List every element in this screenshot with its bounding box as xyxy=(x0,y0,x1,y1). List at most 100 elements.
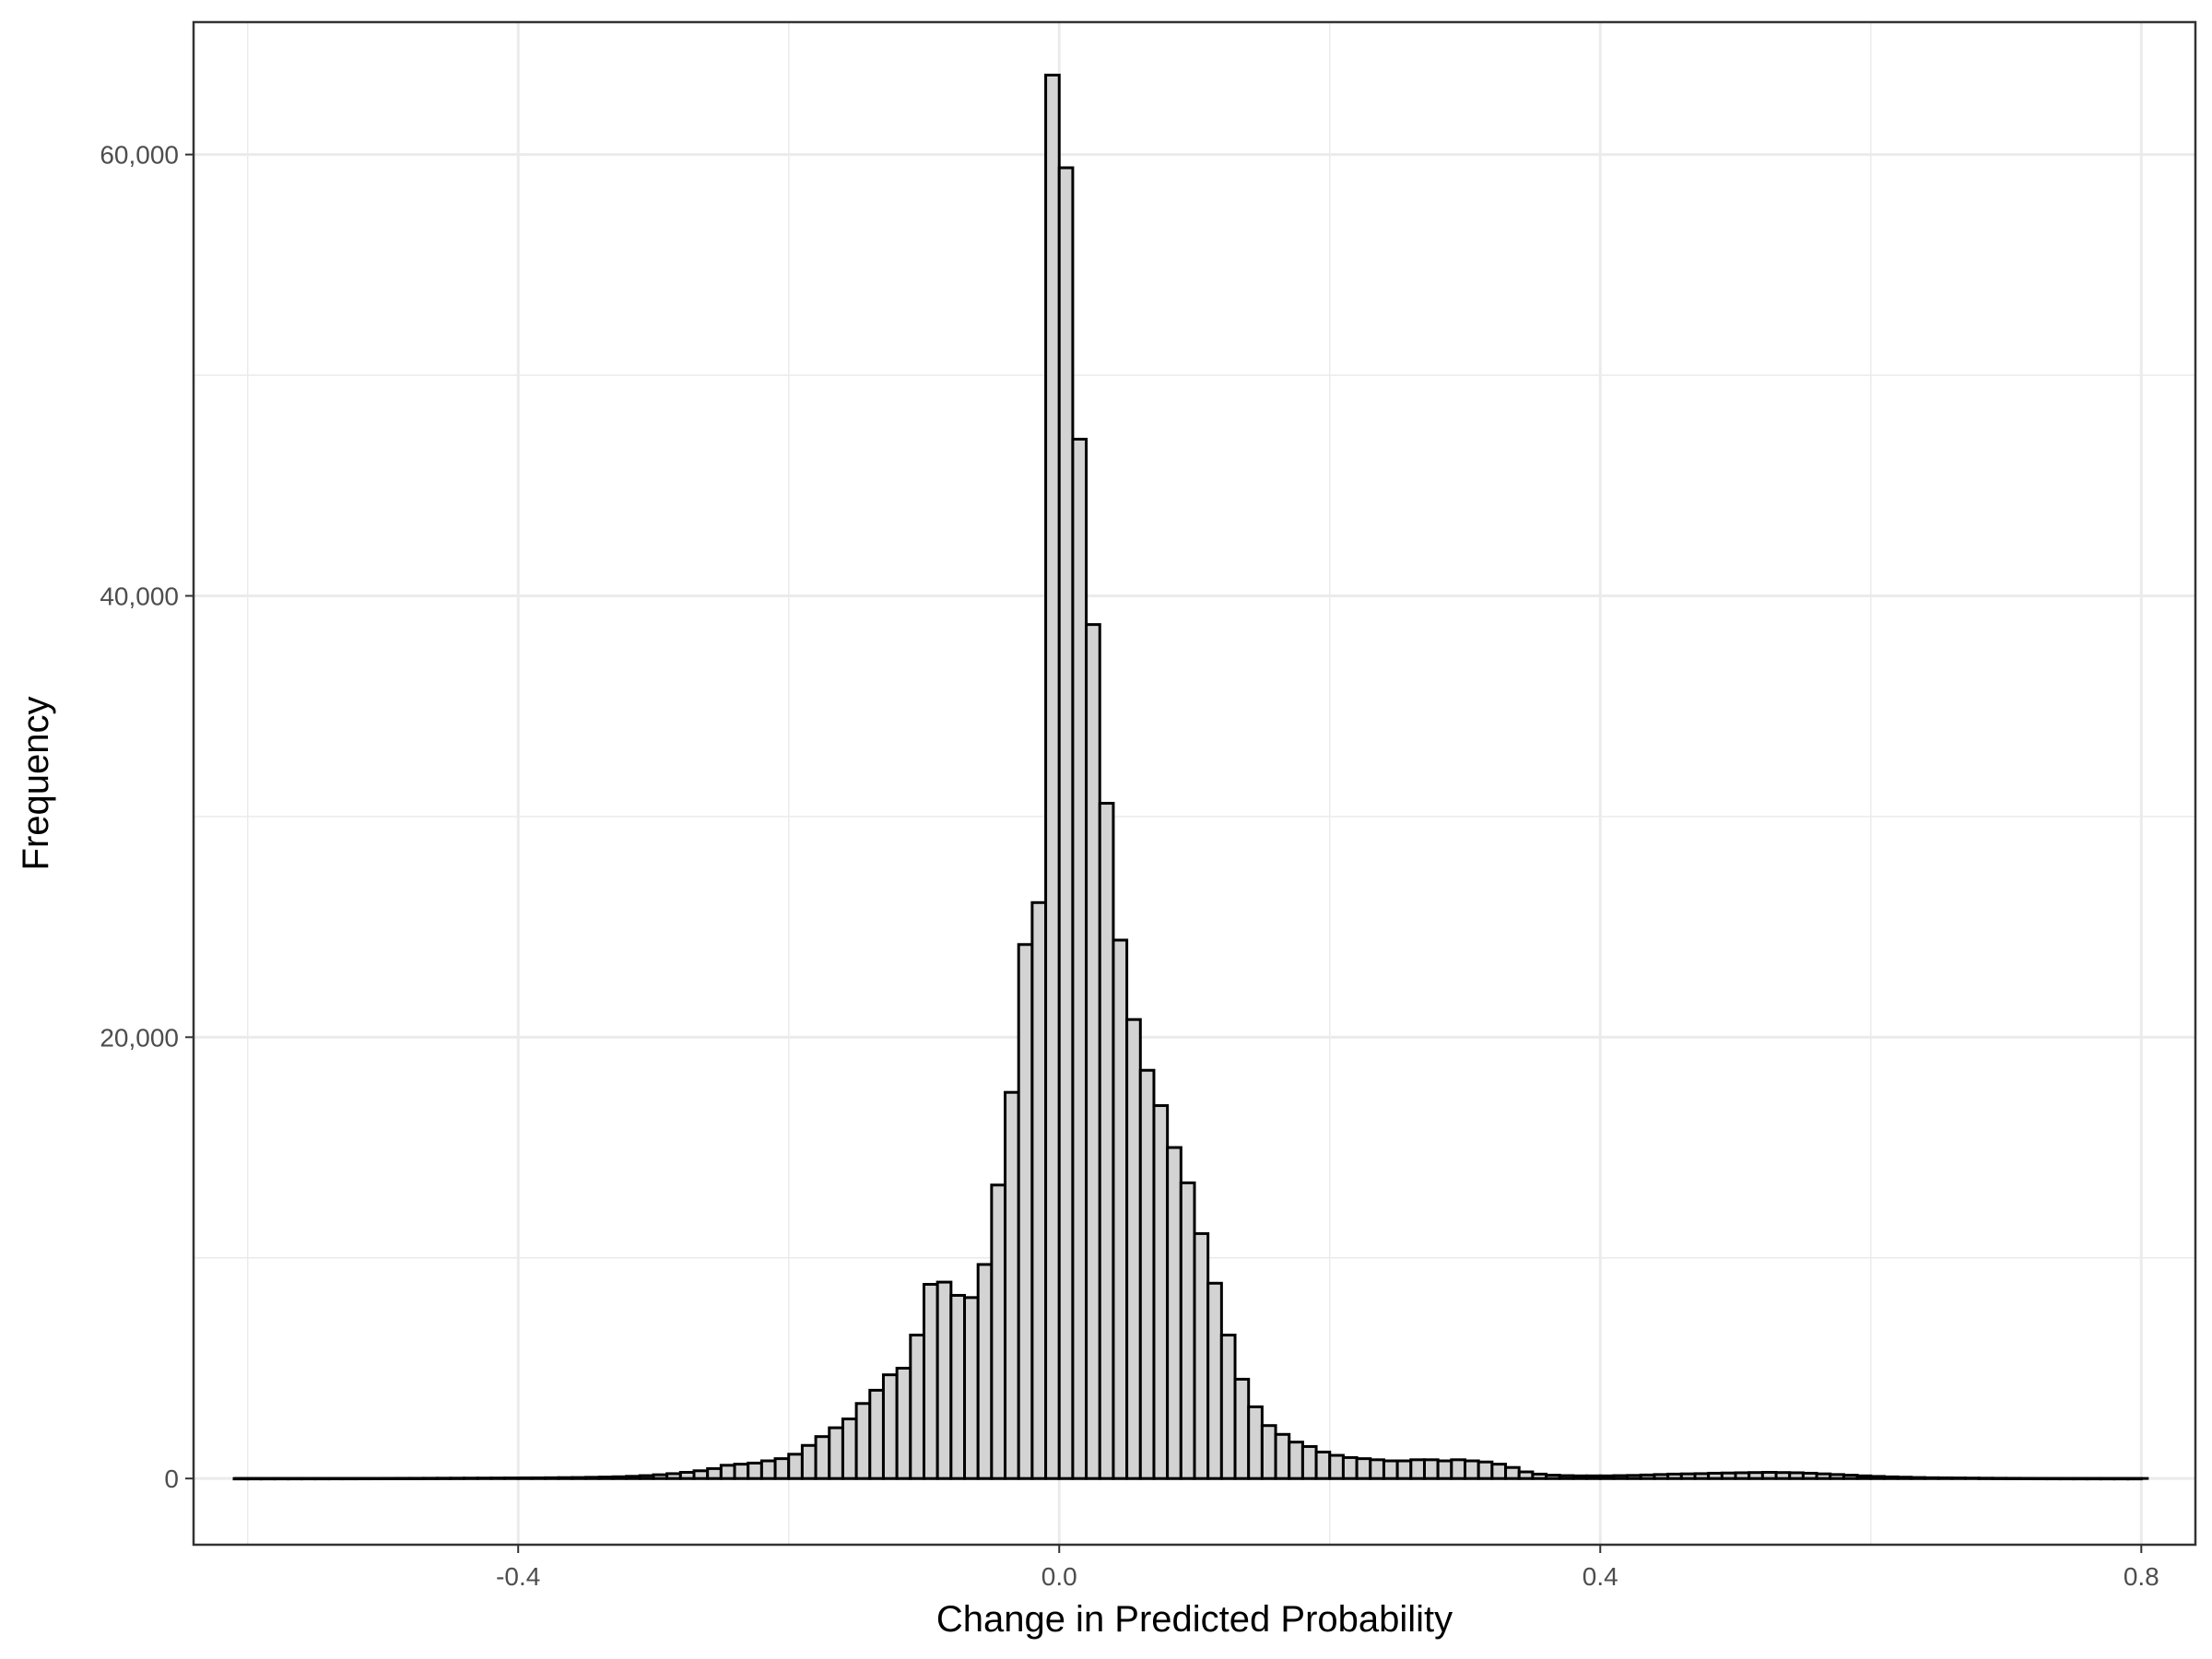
histogram-bar xyxy=(828,1426,844,1480)
histogram-bar xyxy=(2018,1477,2035,1480)
histogram-bar xyxy=(544,1476,560,1480)
histogram-bar xyxy=(1545,1474,1561,1480)
x-axis-tick-labels: -0.4 0.0 0.4 0.8 xyxy=(496,1562,2159,1591)
histogram-bar xyxy=(1004,1090,1020,1480)
histogram-bar xyxy=(2112,1477,2130,1481)
histogram-bar xyxy=(868,1388,885,1480)
histogram-bar xyxy=(2045,1477,2062,1481)
histogram-bar xyxy=(1274,1432,1291,1480)
x-tick-label: 0.4 xyxy=(1583,1562,1618,1591)
histogram-bar xyxy=(1193,1231,1210,1480)
histogram-bar xyxy=(1504,1465,1521,1480)
histogram-bar xyxy=(597,1476,615,1480)
histogram-bar xyxy=(259,1477,276,1481)
axis-ticks xyxy=(185,153,2143,1553)
histogram-bar xyxy=(976,1263,994,1480)
histogram-bar xyxy=(435,1477,453,1480)
histogram-bar xyxy=(1639,1473,1656,1480)
histogram-bar xyxy=(530,1476,547,1480)
histogram-bar xyxy=(1125,1018,1142,1480)
histogram-bar xyxy=(327,1477,344,1481)
x-axis-title: Change in Predicted Probability xyxy=(936,1599,1453,1640)
histogram-bar xyxy=(2086,1477,2102,1481)
histogram-bar xyxy=(1138,1068,1156,1480)
histogram-bar xyxy=(584,1476,601,1480)
histogram-bar xyxy=(232,1477,250,1481)
histogram-bar xyxy=(692,1469,710,1480)
histogram-bar xyxy=(1341,1455,1359,1480)
histogram-bar xyxy=(1179,1181,1196,1480)
histogram-bar xyxy=(1517,1470,1535,1480)
histogram-bar xyxy=(1382,1459,1399,1480)
histogram-bar xyxy=(1166,1146,1182,1480)
histogram-bar xyxy=(1314,1450,1332,1480)
histogram-bar xyxy=(1044,73,1061,1480)
histogram-bar xyxy=(678,1470,696,1480)
y-tick-label: 20,000 xyxy=(100,1023,179,1052)
histogram-bar xyxy=(449,1477,466,1480)
histogram-bar xyxy=(935,1280,953,1480)
histogram-bar xyxy=(354,1477,371,1481)
histogram-bar xyxy=(1936,1476,1954,1480)
histogram-bar xyxy=(1098,802,1115,1480)
histogram-bar xyxy=(1747,1471,1764,1480)
histogram-bar xyxy=(489,1477,507,1480)
histogram-bar xyxy=(1030,900,1048,1480)
histogram-bar xyxy=(1977,1477,1994,1480)
histogram-bar xyxy=(1477,1460,1494,1480)
histogram-bar xyxy=(1869,1475,1886,1480)
histogram-bar xyxy=(1896,1476,1913,1480)
histogram-bar xyxy=(625,1475,641,1480)
histogram-bar xyxy=(1653,1473,1670,1480)
histogram-bar xyxy=(990,1183,1007,1480)
histogram-bar xyxy=(759,1459,777,1480)
histogram-bar xyxy=(1774,1471,1792,1480)
histogram-bar xyxy=(611,1475,629,1480)
y-tick-label: 60,000 xyxy=(100,141,179,170)
histogram-bar xyxy=(1760,1470,1778,1480)
histogram-bar xyxy=(733,1463,750,1480)
histogram-bar xyxy=(841,1418,858,1480)
histogram-bar xyxy=(1720,1471,1737,1480)
histogram-bar xyxy=(787,1453,804,1480)
histogram-bar xyxy=(1855,1474,1873,1480)
histogram-bar xyxy=(909,1334,925,1480)
histogram-bar xyxy=(408,1477,425,1480)
histogram-bar xyxy=(1288,1441,1304,1480)
histogram-bar xyxy=(1422,1458,1440,1480)
histogram-bar xyxy=(1626,1474,1642,1480)
histogram-bar xyxy=(1964,1477,1981,1480)
histogram-bar xyxy=(1233,1377,1251,1480)
histogram-bar xyxy=(1450,1458,1467,1480)
histogram-bar xyxy=(2126,1477,2143,1481)
plot-panel-border xyxy=(192,20,2197,1547)
histogram-bar xyxy=(1910,1476,1926,1480)
histogram-bar xyxy=(895,1366,912,1480)
y-axis-tick-labels: 0 20,000 40,000 60,000 xyxy=(100,141,179,1494)
histogram-bar xyxy=(1355,1457,1372,1480)
histogram-bar xyxy=(706,1466,723,1480)
histogram-bar xyxy=(719,1464,736,1480)
histogram-bar xyxy=(1950,1477,1968,1480)
histogram-bar xyxy=(313,1477,331,1481)
histogram-bar xyxy=(1923,1476,1940,1480)
histogram-bar xyxy=(1247,1405,1264,1480)
histogram-bar xyxy=(1206,1281,1223,1480)
histogram-bar xyxy=(1815,1472,1832,1480)
histogram-bar xyxy=(2072,1477,2089,1481)
histogram-bar xyxy=(2058,1477,2076,1481)
histogram-bar xyxy=(1558,1474,1575,1480)
histogram-bar xyxy=(1085,623,1101,1480)
histogram-bar xyxy=(2031,1477,2049,1481)
histogram-bar xyxy=(1395,1459,1413,1480)
histogram-bar xyxy=(1734,1471,1751,1480)
histogram-bar xyxy=(1260,1424,1277,1480)
histogram-bar xyxy=(368,1477,384,1481)
x-tick-label: -0.4 xyxy=(496,1562,540,1591)
histogram-bar xyxy=(814,1435,831,1480)
histogram-bar xyxy=(1057,166,1075,1480)
histogram-bar xyxy=(1788,1471,1805,1480)
histogram-bar xyxy=(881,1373,899,1480)
histogram-bar xyxy=(652,1473,669,1480)
histogram-bar xyxy=(854,1402,872,1480)
